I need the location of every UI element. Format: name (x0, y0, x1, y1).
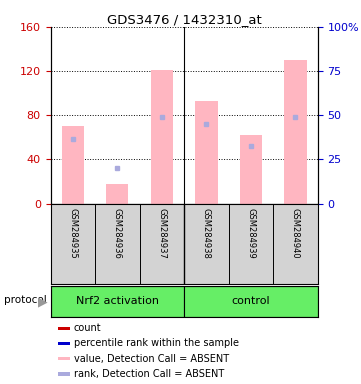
Title: GDS3476 / 1432310_at: GDS3476 / 1432310_at (107, 13, 261, 26)
Text: GSM284939: GSM284939 (247, 208, 255, 258)
Text: ▶: ▶ (38, 295, 48, 308)
Bar (284, 60, 306, 204)
Text: GSM284938: GSM284938 (202, 208, 211, 258)
Bar (58, 342, 70, 345)
Bar (106, 184, 129, 204)
FancyBboxPatch shape (184, 286, 318, 317)
Text: GSM284940: GSM284940 (291, 208, 300, 258)
Bar (58, 372, 70, 376)
Bar (58, 357, 70, 361)
Bar (240, 135, 262, 204)
Bar (151, 70, 173, 204)
Text: protocol: protocol (4, 295, 46, 305)
Text: count: count (74, 323, 101, 333)
Text: rank, Detection Call = ABSENT: rank, Detection Call = ABSENT (74, 369, 224, 379)
Bar (58, 326, 70, 330)
Text: percentile rank within the sample: percentile rank within the sample (74, 338, 239, 348)
Text: control: control (232, 296, 270, 306)
FancyBboxPatch shape (51, 286, 184, 317)
Text: GSM284936: GSM284936 (113, 208, 122, 258)
Bar (195, 101, 217, 204)
Text: Nrf2 activation: Nrf2 activation (76, 296, 159, 306)
Text: value, Detection Call = ABSENT: value, Detection Call = ABSENT (74, 354, 229, 364)
Text: GSM284935: GSM284935 (68, 208, 77, 258)
Text: GSM284937: GSM284937 (157, 208, 166, 258)
Bar (62, 126, 84, 204)
